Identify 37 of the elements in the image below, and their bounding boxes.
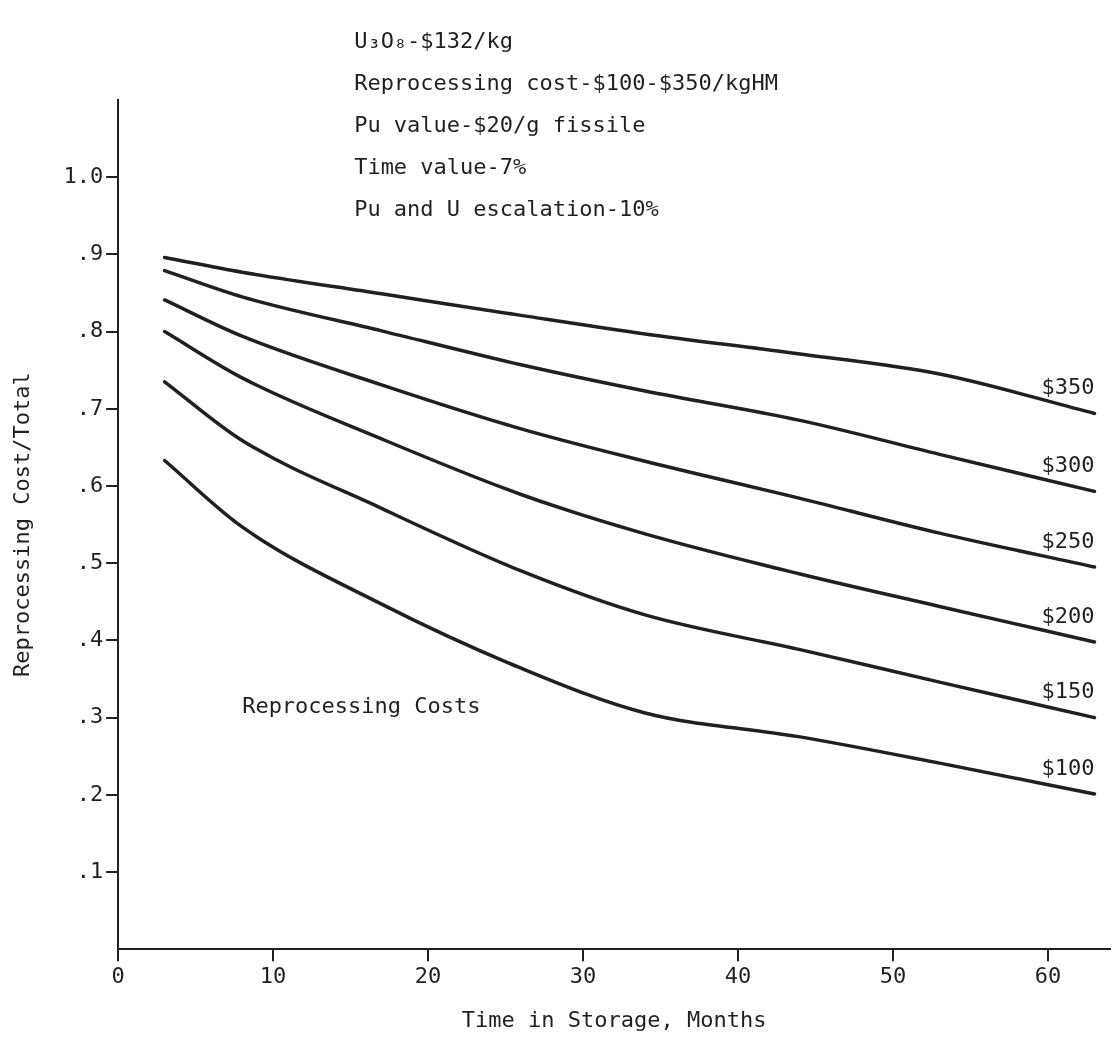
y-axis-title: Reprocessing Cost/Total bbox=[8, 372, 34, 677]
text: Reprocessing cost-$100-$350/kgHM bbox=[354, 69, 778, 95]
line-series bbox=[162, 329, 1097, 644]
x-tick-label: 0 bbox=[111, 963, 125, 989]
annotation: Pu and U escalation-10% bbox=[354, 195, 659, 221]
y-tick-label: 1.0 bbox=[63, 162, 104, 188]
series-label: $150 bbox=[1041, 678, 1095, 704]
x-axis-title: Time in Storage, Months bbox=[461, 1006, 767, 1032]
line-series bbox=[162, 255, 1097, 416]
series-label: $250 bbox=[1041, 527, 1095, 553]
x-tick-label: 40 bbox=[724, 963, 752, 989]
line-series bbox=[162, 458, 1097, 796]
series-label: $200 bbox=[1041, 602, 1095, 628]
x-tick-label: 10 bbox=[259, 963, 287, 989]
y-tick-label: .6 bbox=[76, 471, 104, 497]
annotation: Pu value-$20/g fissile bbox=[354, 111, 646, 137]
x-tick-label: 50 bbox=[879, 963, 907, 989]
x-tick-label: 30 bbox=[569, 963, 597, 989]
y-tick-label: .9 bbox=[76, 240, 104, 266]
y-tick-label: .4 bbox=[76, 626, 104, 652]
line-series bbox=[162, 380, 1097, 720]
y-tick-label: .1 bbox=[76, 857, 104, 883]
line-series bbox=[162, 298, 1097, 569]
y-tick-label: .8 bbox=[76, 317, 104, 343]
y-tick-label: .5 bbox=[76, 548, 104, 574]
series-label: $100 bbox=[1041, 754, 1095, 780]
text: U₃O₈-$132/kg bbox=[354, 27, 514, 53]
y-tick-label: .7 bbox=[76, 394, 104, 420]
line-series bbox=[162, 268, 1097, 494]
series-label: $300 bbox=[1041, 452, 1095, 478]
y-tick-label: .2 bbox=[76, 780, 104, 806]
annotation: Reprocessing Costs bbox=[242, 692, 481, 718]
x-tick-label: 20 bbox=[414, 963, 442, 989]
y-tick-label: .3 bbox=[76, 703, 104, 729]
series-label: $350 bbox=[1041, 374, 1095, 400]
annotation: Time value-7% bbox=[354, 153, 527, 179]
x-tick-label: 60 bbox=[1034, 963, 1062, 989]
